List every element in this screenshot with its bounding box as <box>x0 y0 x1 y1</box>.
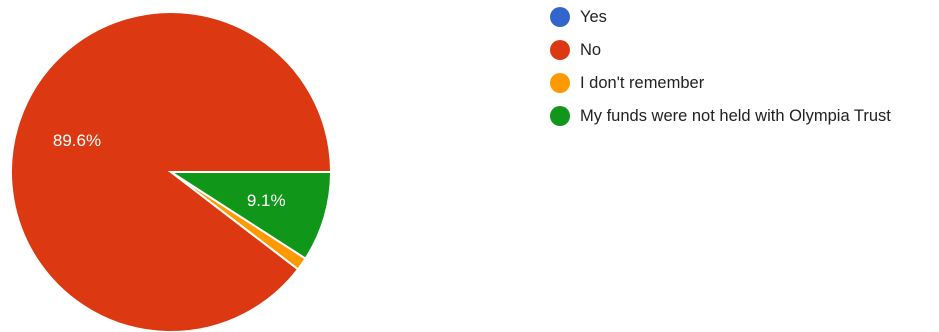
legend-item-yes: Yes <box>550 6 935 28</box>
pie-plot-area: 89.6% 9.1% <box>10 11 333 332</box>
legend-swatch <box>550 7 570 27</box>
pie-slice-my-funds-were-not-held-with-olympia-trust <box>167 171 333 260</box>
slice-label-no: 89.6% <box>53 131 101 150</box>
legend: Yes No I don't remember My funds were not h… <box>550 6 935 138</box>
legend-label: No <box>580 41 602 59</box>
legend-label: My funds were not held with Olympia Trus… <box>580 107 891 125</box>
legend-swatch <box>550 40 570 60</box>
legend-item-my-funds-were-not-held-with-olympia-trust: My funds were not held with Olympia Trus… <box>550 105 935 127</box>
slice-label-my-funds-were-not-held-with-olympia-trust: 9.1% <box>247 191 286 210</box>
legend-item-i-don-t-remember: I don't remember <box>550 72 935 94</box>
legend-swatch <box>550 73 570 93</box>
legend-swatch <box>550 106 570 126</box>
legend-label: I don't remember <box>580 74 705 92</box>
legend-label: Yes <box>580 8 607 26</box>
legend-item-no: No <box>550 39 935 61</box>
